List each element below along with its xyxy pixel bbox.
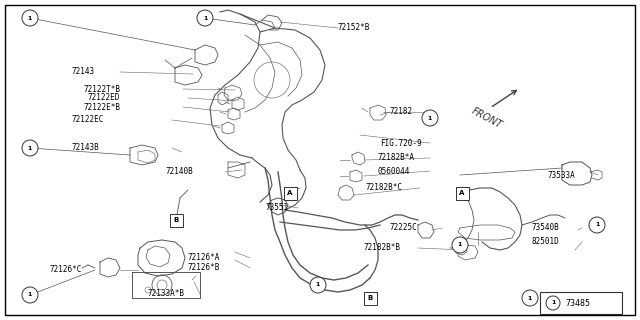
Text: A720001591: A720001591 xyxy=(540,309,577,315)
Text: 72133A*B: 72133A*B xyxy=(148,290,185,299)
Text: 73551: 73551 xyxy=(265,204,288,212)
Text: 1: 1 xyxy=(316,283,320,287)
Text: 72182B*B: 72182B*B xyxy=(363,244,400,252)
Text: 1: 1 xyxy=(428,116,432,121)
Text: 72126*B: 72126*B xyxy=(188,263,220,273)
Bar xyxy=(456,187,468,199)
Text: FRONT: FRONT xyxy=(470,106,504,130)
Text: FIG.720-9: FIG.720-9 xyxy=(380,139,422,148)
Text: A720001591: A720001591 xyxy=(540,306,586,315)
Text: B: B xyxy=(173,217,179,223)
Circle shape xyxy=(522,290,538,306)
Text: 73533A: 73533A xyxy=(548,171,576,180)
Text: 72152*B: 72152*B xyxy=(338,23,371,33)
Bar xyxy=(170,213,182,227)
Text: 72122ED: 72122ED xyxy=(88,93,120,102)
Text: 72122E*B: 72122E*B xyxy=(83,102,120,111)
Text: 1: 1 xyxy=(551,300,555,306)
Text: 72182B*C: 72182B*C xyxy=(366,183,403,193)
Circle shape xyxy=(22,10,38,26)
Circle shape xyxy=(22,140,38,156)
Text: 1: 1 xyxy=(203,15,207,20)
Text: 73485: 73485 xyxy=(565,299,590,308)
Text: 73540B: 73540B xyxy=(532,223,560,233)
Text: A: A xyxy=(287,190,292,196)
Bar xyxy=(364,292,376,305)
Text: 1: 1 xyxy=(458,243,462,247)
Text: A: A xyxy=(460,190,465,196)
Text: 72143B: 72143B xyxy=(72,143,100,153)
Text: 1: 1 xyxy=(28,146,32,150)
Text: 72225C: 72225C xyxy=(390,223,418,233)
Circle shape xyxy=(452,237,468,253)
Bar xyxy=(284,187,296,199)
Circle shape xyxy=(197,10,213,26)
Circle shape xyxy=(589,217,605,233)
Text: 0560044: 0560044 xyxy=(378,166,410,175)
Circle shape xyxy=(546,296,560,310)
Text: 72182: 72182 xyxy=(390,108,413,116)
Circle shape xyxy=(22,287,38,303)
Text: 1: 1 xyxy=(28,292,32,298)
Text: 72122EC: 72122EC xyxy=(72,116,104,124)
Text: 1: 1 xyxy=(595,222,599,228)
Text: 1: 1 xyxy=(28,15,32,20)
Text: 82501D: 82501D xyxy=(532,237,560,246)
Text: 72126*A: 72126*A xyxy=(188,253,220,262)
Text: 72126*C: 72126*C xyxy=(50,266,83,275)
Circle shape xyxy=(310,277,326,293)
Text: 72143: 72143 xyxy=(72,68,95,76)
Bar xyxy=(540,292,622,314)
Circle shape xyxy=(422,110,438,126)
Text: 72122T*B: 72122T*B xyxy=(83,84,120,93)
Text: 1: 1 xyxy=(528,295,532,300)
Text: B: B xyxy=(367,295,372,301)
Text: 72182B*A: 72182B*A xyxy=(378,154,415,163)
Text: 72140B: 72140B xyxy=(165,167,193,177)
